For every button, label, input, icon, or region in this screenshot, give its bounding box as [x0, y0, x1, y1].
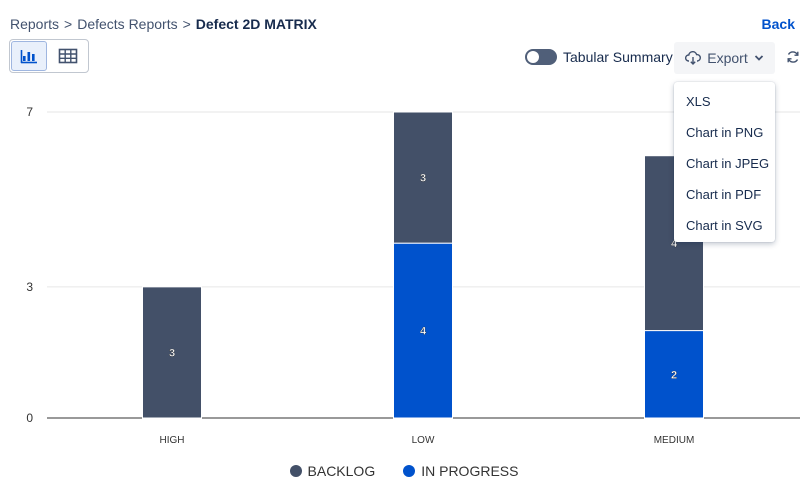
bar-chart-icon	[20, 50, 37, 64]
breadcrumb-current: Defect 2D MATRIX	[195, 16, 317, 32]
table-view-button[interactable]	[48, 40, 88, 72]
export-jpeg[interactable]: Chart in JPEG	[686, 156, 770, 171]
chart-view-button[interactable]	[11, 41, 47, 71]
export-svg[interactable]: Chart in SVG	[686, 218, 763, 233]
x-tick-label: HIGH	[160, 435, 185, 446]
breadcrumb-separator: >	[64, 16, 73, 32]
export-pdf[interactable]: Chart in PDF	[686, 187, 762, 202]
legend-item-in-progress[interactable]: IN PROGRESS	[403, 463, 518, 479]
bar-data-label: 4	[671, 238, 678, 250]
legend-dot-backlog	[289, 465, 302, 477]
y-tick-label: 0	[26, 411, 33, 425]
y-tick-label: 7	[26, 105, 33, 119]
cloud-download-icon	[685, 51, 702, 65]
breadcrumb-reports[interactable]: Reports	[10, 16, 60, 32]
bar-segment	[142, 286, 202, 419]
bar-data-label: 3	[169, 347, 175, 359]
breadcrumb: Reports > Defects Reports > Defect 2D MA…	[10, 16, 317, 32]
bar-data-label: 3	[420, 173, 426, 185]
export-button[interactable]: Export	[674, 42, 775, 74]
back-link[interactable]: Back	[761, 16, 795, 32]
chart-legend: BACKLOG IN PROGRESS	[0, 463, 808, 479]
legend-item-backlog[interactable]: BACKLOG	[289, 463, 376, 479]
toggle-switch[interactable]	[525, 49, 557, 65]
legend-label-in-progress: IN PROGRESS	[421, 463, 519, 479]
bar-data-label: 2	[671, 369, 677, 381]
breadcrumb-defects-reports[interactable]: Defects Reports	[77, 16, 178, 32]
export-menu: XLS Chart in PNG Chart in JPEG Chart in …	[674, 82, 775, 242]
table-grid-icon	[58, 48, 78, 64]
defect-matrix-chart: 0 3 7 3 HIGH 4 3 LOW 2 4 MEDIUM	[26, 105, 800, 446]
export-xls[interactable]: XLS	[686, 94, 711, 109]
toggle-knob	[527, 51, 539, 63]
export-png[interactable]: Chart in PNG	[686, 125, 764, 140]
breadcrumb-separator: >	[182, 16, 191, 32]
refresh-icon	[787, 51, 799, 63]
chevron-down-icon	[754, 55, 763, 61]
legend-label-backlog: BACKLOG	[307, 463, 376, 479]
y-tick-label: 3	[26, 280, 33, 294]
view-toggle	[9, 39, 89, 73]
export-label: Export	[707, 50, 748, 66]
tabular-summary-toggle[interactable]: Tabular Summary	[525, 49, 673, 65]
bar-segment	[393, 242, 453, 419]
bar-data-label: 4	[420, 326, 427, 338]
bar-segment	[393, 111, 453, 244]
refresh-button[interactable]	[786, 50, 800, 69]
tabular-summary-label: Tabular Summary	[563, 49, 673, 65]
x-tick-label: MEDIUM	[654, 435, 695, 446]
x-tick-label: LOW	[412, 435, 435, 446]
legend-dot-in-progress	[403, 465, 416, 477]
